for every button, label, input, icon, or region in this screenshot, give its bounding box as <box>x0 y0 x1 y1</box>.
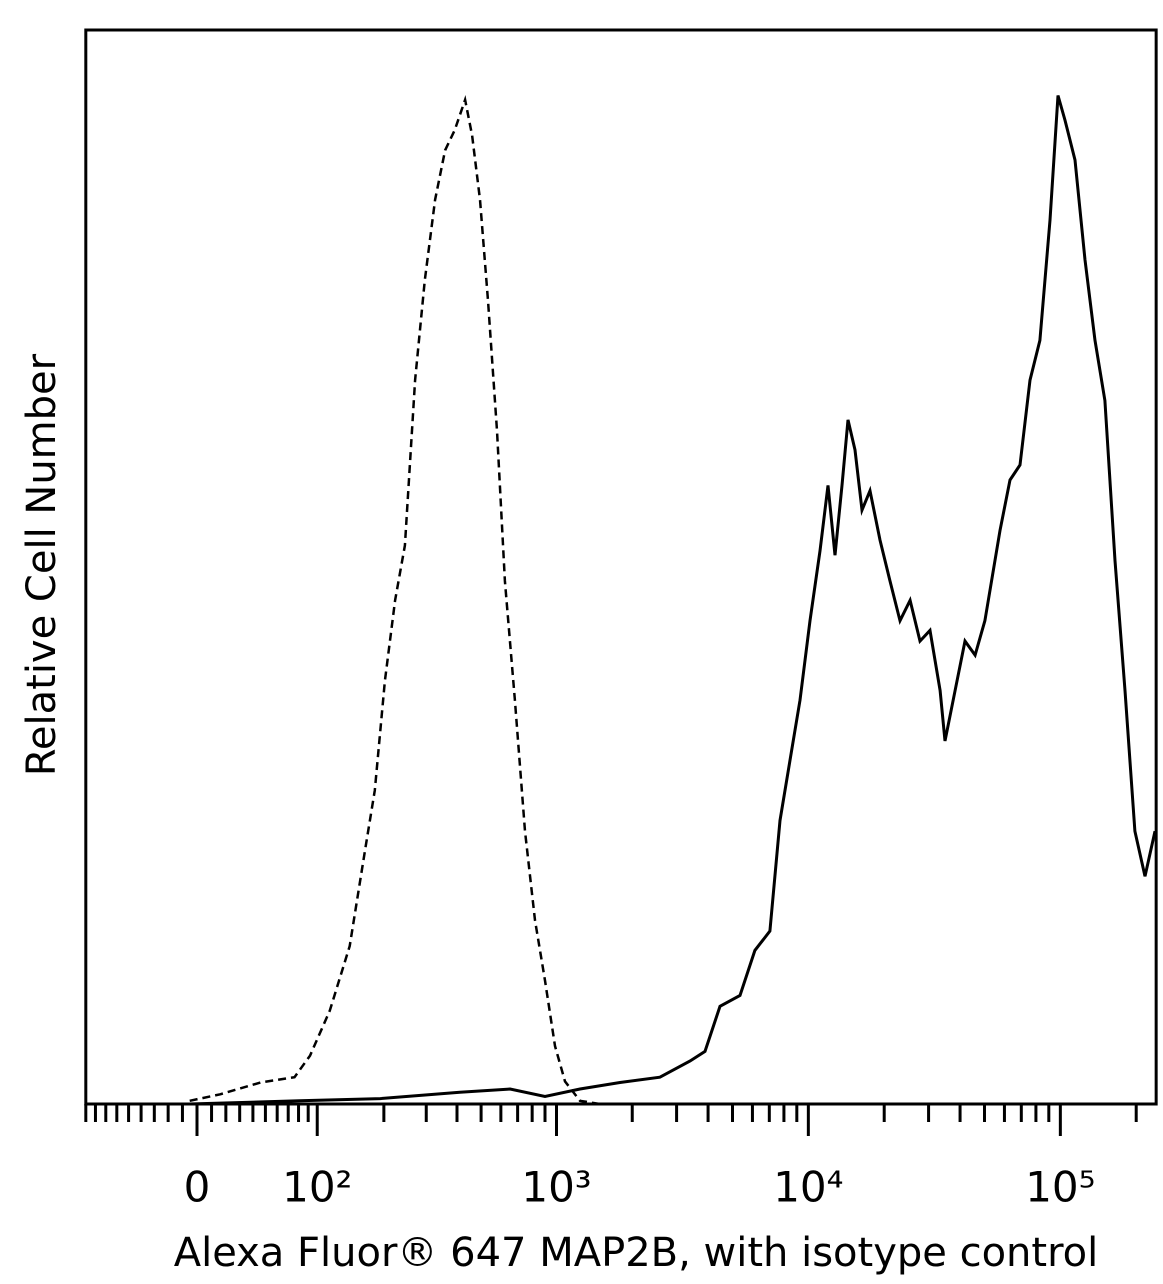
histogram-line <box>189 94 1157 1106</box>
histogram-line <box>189 95 1157 1106</box>
x-tick-label: 10⁴ <box>773 1163 843 1212</box>
x-tick-label: 10⁵ <box>1025 1163 1095 1212</box>
plot-frame <box>84 28 1158 1106</box>
x-axis-label: Alexa Fluor® 647 MAP2B, with isotype con… <box>174 1230 1099 1276</box>
x-tick-label: 10² <box>282 1163 352 1212</box>
x-tick-label: 10³ <box>521 1163 591 1212</box>
x-tick-label: 0 <box>184 1163 211 1212</box>
y-axis-label: Relative Cell Number <box>19 353 65 776</box>
